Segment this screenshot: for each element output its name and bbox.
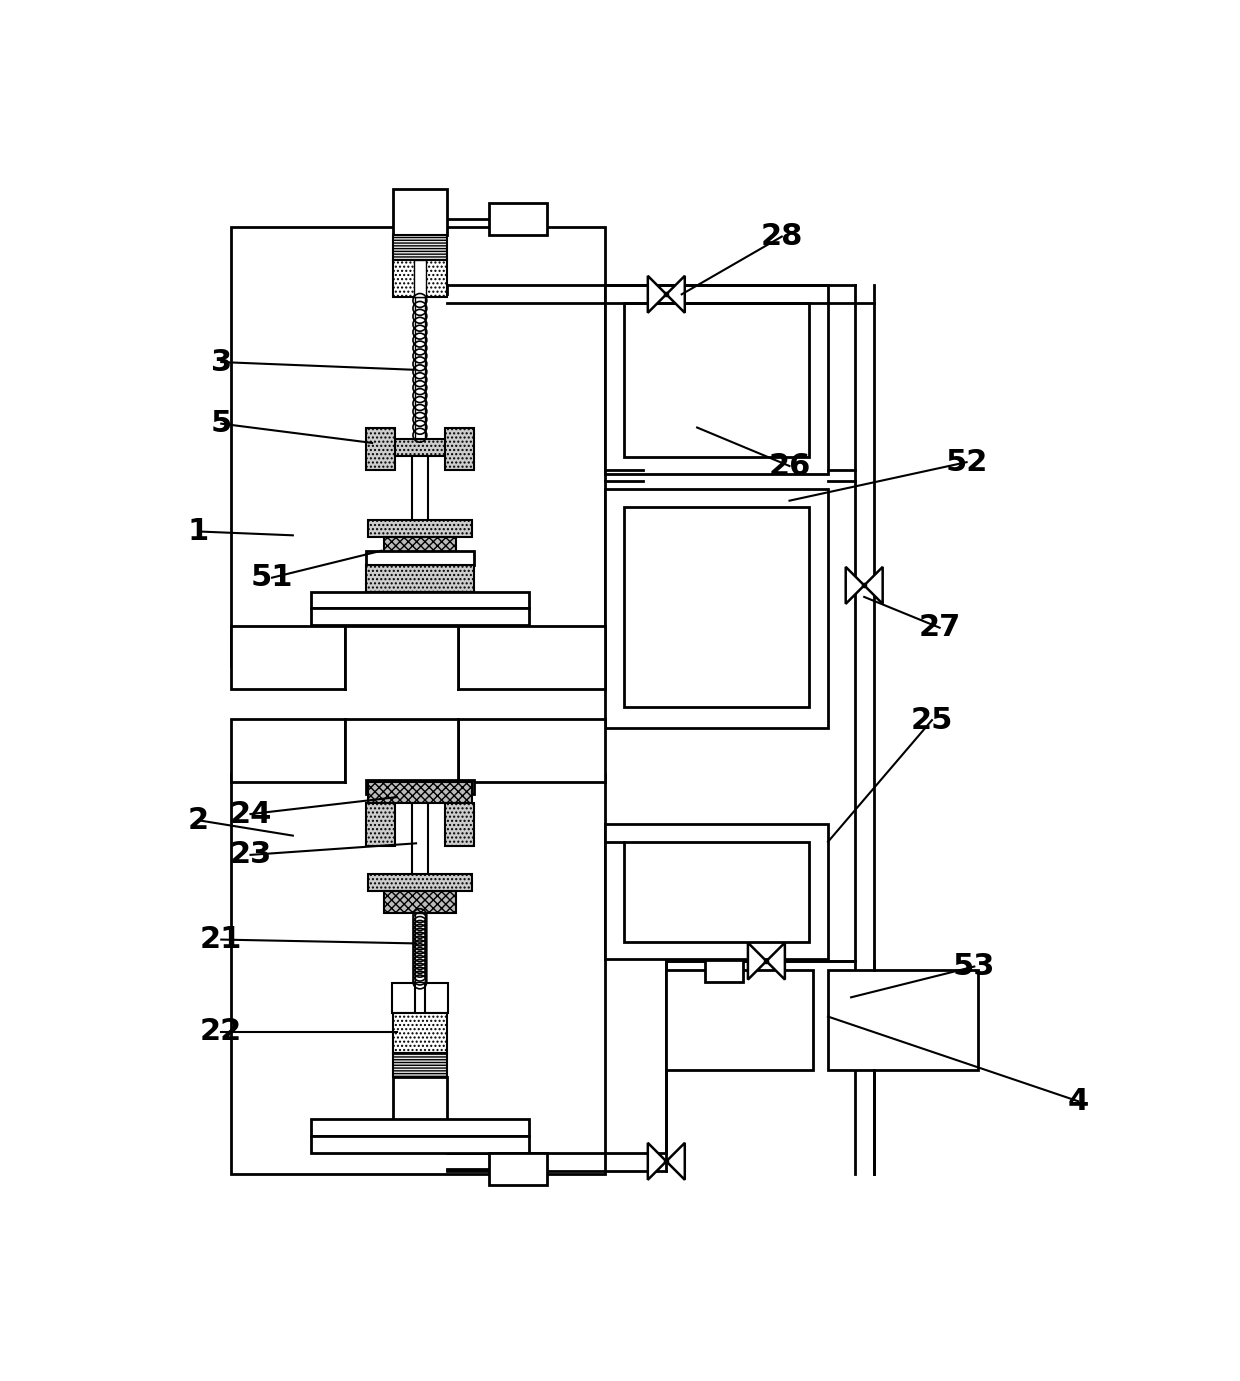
Polygon shape [647,276,666,312]
Bar [414,297,425,439]
Bar [605,489,828,728]
Text: 28: 28 [760,222,804,251]
Text: 23: 23 [229,841,272,870]
Text: 1: 1 [187,516,208,545]
Bar [412,804,428,896]
Bar [605,284,828,474]
Bar [383,537,456,558]
Bar [366,551,474,565]
Bar [624,302,808,457]
Bar [393,189,446,235]
Bar [231,228,605,666]
Text: 26: 26 [769,452,811,481]
Text: 21: 21 [200,925,243,954]
Text: 2: 2 [187,805,208,834]
Bar [310,1119,529,1137]
Bar [367,519,472,537]
Bar [367,439,472,456]
Bar [490,203,547,235]
Bar [605,824,828,958]
Bar [366,428,396,470]
Bar [704,960,743,982]
Bar [310,591,529,609]
Polygon shape [666,276,684,312]
Bar [444,804,474,845]
Bar [490,1153,547,1185]
Bar [366,804,396,845]
Polygon shape [864,566,883,603]
Bar [459,626,605,689]
Bar [666,971,812,1070]
Polygon shape [748,943,766,979]
Text: 51: 51 [250,563,294,592]
Text: 5: 5 [211,409,232,438]
Text: 24: 24 [229,800,272,829]
Text: 22: 22 [200,1018,242,1047]
Bar [345,626,459,689]
Bar [393,1052,446,1077]
Bar [231,773,605,1174]
Bar [367,874,472,891]
Bar [624,842,808,942]
Bar [366,780,474,794]
Bar [624,507,808,707]
Bar [366,565,474,591]
Polygon shape [846,566,864,603]
Bar [393,235,446,260]
Bar [414,260,427,297]
Bar [393,1012,446,1052]
Bar [393,260,446,297]
Bar [459,718,605,782]
Polygon shape [666,1143,684,1179]
Bar [231,718,345,782]
Text: 3: 3 [211,348,232,377]
Text: 27: 27 [919,613,961,642]
Bar [414,913,425,982]
Bar [310,609,529,626]
Bar [393,1077,446,1120]
Bar [231,626,345,689]
Bar [310,1137,529,1153]
Bar [392,983,415,1012]
Text: 52: 52 [945,447,988,476]
Bar [367,782,472,804]
Bar [345,718,459,782]
Text: 4: 4 [1068,1087,1089,1116]
Bar [412,456,428,548]
Text: 53: 53 [954,952,996,981]
Bar [444,428,474,470]
Text: 25: 25 [910,706,954,735]
Bar [424,983,448,1012]
Bar [828,971,978,1070]
Polygon shape [766,943,785,979]
Polygon shape [647,1143,666,1179]
Bar [383,891,456,913]
